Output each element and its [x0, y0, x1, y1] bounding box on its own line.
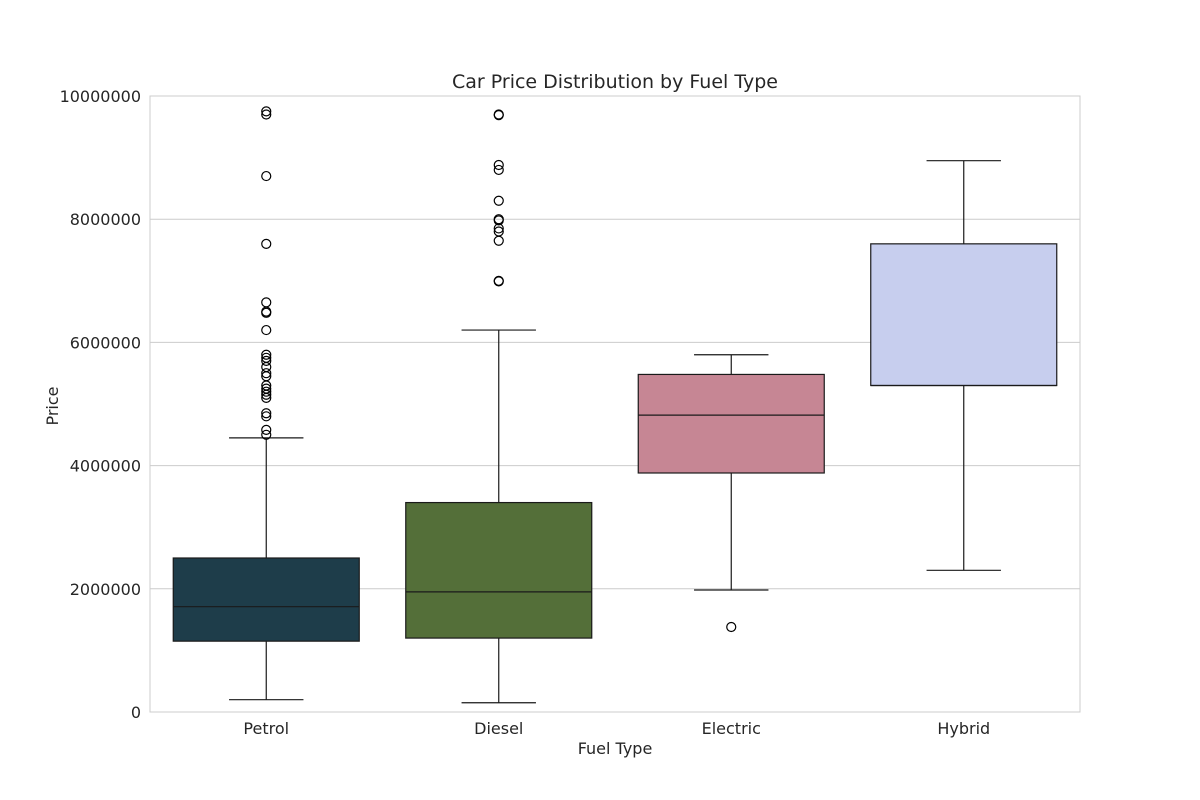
box-iqr: [637, 373, 825, 474]
x-tick-label: Hybrid: [937, 719, 990, 738]
outlier-point: [261, 106, 272, 117]
y-tick-label: 10000000: [60, 87, 141, 106]
outlier-point: [261, 109, 272, 120]
outlier-point: [261, 355, 272, 366]
y-tick-label: 2000000: [70, 580, 141, 599]
y-tick-label: 6000000: [70, 333, 141, 352]
box-group-hybrid: [870, 160, 1058, 571]
x-tick-label: Petrol: [243, 719, 289, 738]
outlier-point: [493, 276, 504, 287]
box-group-electric: [637, 354, 825, 633]
y-axis-ticks: 0 2000000 4000000 6000000 8000000 10000000: [60, 87, 141, 722]
outlier-point: [261, 424, 272, 435]
outlier-point: [493, 164, 504, 176]
outlier-point: [261, 324, 272, 336]
outlier-point: [261, 386, 272, 397]
outlier-point: [261, 411, 272, 422]
box-iqr: [405, 501, 593, 639]
box-group-diesel: [405, 109, 593, 704]
outlier-point: [261, 238, 272, 249]
outlier-point: [493, 235, 504, 246]
outlier-point: [261, 349, 272, 360]
outlier-point: [493, 223, 504, 234]
outlier-point: [493, 195, 504, 206]
outlier-point: [493, 109, 504, 121]
outlier-point: [261, 368, 272, 379]
box-group-petrol: [172, 106, 360, 701]
x-tick-label: Diesel: [474, 719, 523, 738]
outlier-point: [261, 170, 272, 182]
y-tick-label: 8000000: [70, 210, 141, 229]
box-iqr: [172, 557, 360, 642]
boxes: [172, 106, 1058, 704]
outlier-point: [261, 429, 272, 440]
chart-title: Car Price Distribution by Fuel Type: [452, 71, 778, 93]
outlier-point: [493, 215, 504, 226]
outlier-point: [261, 297, 272, 308]
outlier-point: [493, 159, 504, 171]
outlier-point: [261, 389, 272, 400]
y-axis-label: Price: [43, 386, 62, 425]
y-tick-label: 0: [131, 703, 141, 722]
plot-frame: [149, 95, 1081, 713]
outlier-point: [726, 621, 737, 633]
box-iqr: [870, 243, 1058, 387]
outlier-point: [261, 307, 272, 318]
outlier-point: [261, 408, 272, 419]
x-axis-label: Fuel Type: [578, 739, 653, 758]
outlier-point: [261, 392, 272, 403]
x-axis-ticks: Petrol Diesel Electric Hybrid: [243, 719, 990, 738]
x-tick-label: Electric: [702, 719, 761, 738]
y-tick-label: 4000000: [70, 457, 141, 476]
